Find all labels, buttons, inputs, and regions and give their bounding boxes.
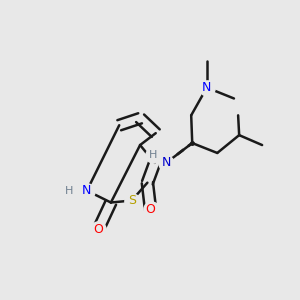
Text: N: N <box>82 184 92 197</box>
Text: O: O <box>93 223 103 236</box>
Text: H: H <box>148 150 157 160</box>
Text: N: N <box>161 156 171 170</box>
Text: O: O <box>146 203 155 216</box>
Text: H: H <box>65 186 74 196</box>
Text: S: S <box>128 194 136 207</box>
Text: N: N <box>202 81 212 94</box>
